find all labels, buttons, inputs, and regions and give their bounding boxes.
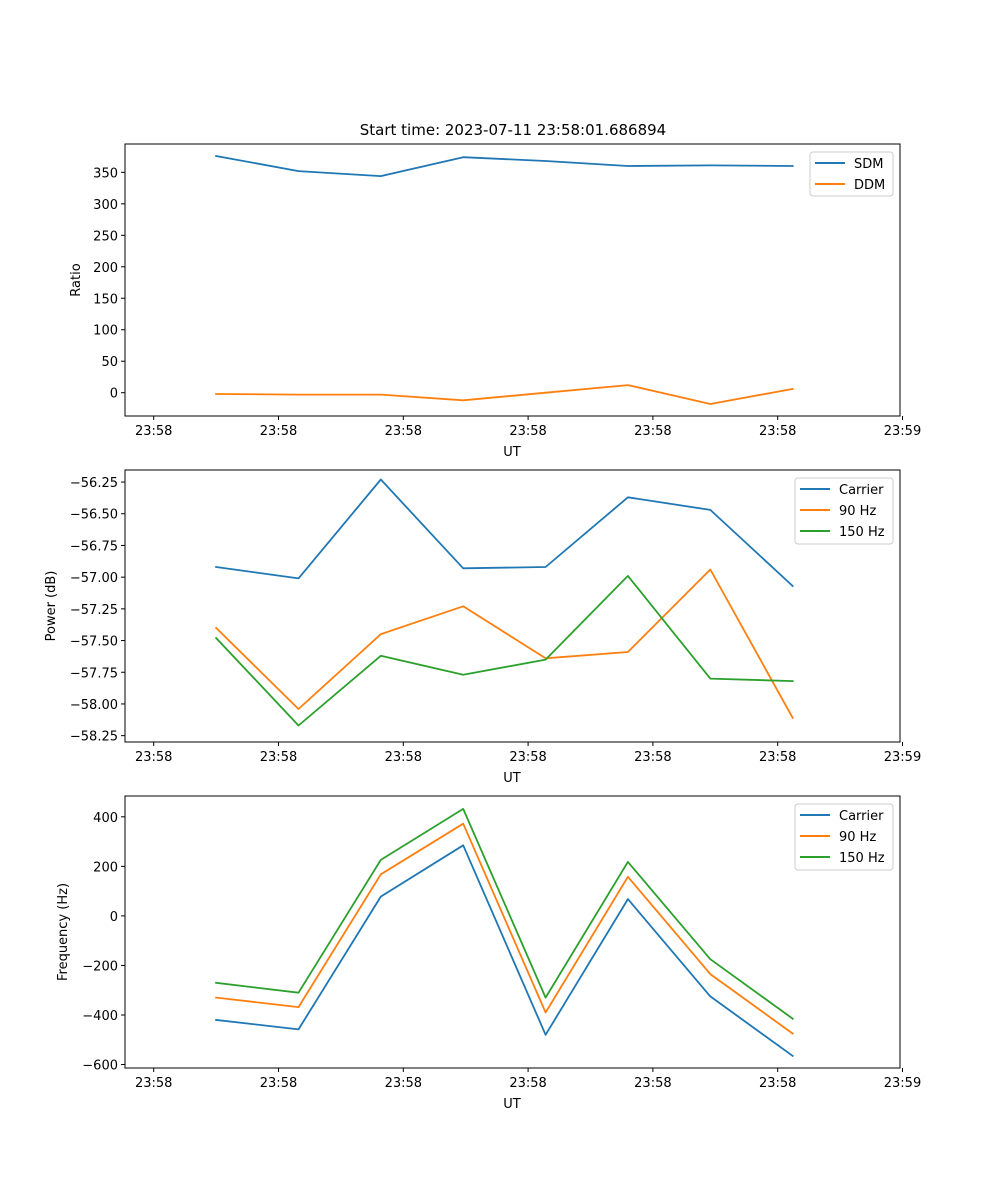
frequency-series-line-90hz: [215, 822, 794, 1035]
y-tick-label: −600: [82, 1059, 118, 1074]
x-tick-label: 23:58: [385, 424, 422, 439]
x-tick-label: 23:58: [634, 424, 671, 439]
x-tick-label: 23:58: [509, 1076, 546, 1091]
y-tick-label: 100: [93, 324, 118, 339]
frequency-series-line-150hz: [215, 808, 794, 1020]
ratio-y-axis-label: Ratio: [69, 263, 84, 296]
legend-label-carrier: Carrier: [839, 809, 884, 824]
ratio-series-lines: [215, 154, 794, 405]
x-tick-label: 23:58: [509, 424, 546, 439]
x-tick-label: 23:59: [884, 424, 921, 439]
y-tick-label: 400: [93, 811, 118, 826]
power-series-line-carrier: [215, 478, 794, 588]
ratio-x-axis-label: UT: [503, 445, 521, 460]
y-tick-label: −58.00: [70, 698, 118, 713]
y-tick-label: −400: [82, 1009, 118, 1024]
y-tick-label: −57.50: [70, 635, 118, 650]
legend-label-sdm: SDM: [854, 157, 883, 172]
power-y-axis-label: Power (dB): [44, 571, 59, 642]
y-tick-label: 0: [110, 387, 118, 402]
y-tick-label: 300: [93, 198, 118, 213]
x-tick-label: 23:58: [260, 424, 297, 439]
power-series-lines: [214, 478, 794, 727]
y-tick-label: 0: [110, 910, 118, 925]
y-tick-label: −56.25: [70, 476, 118, 491]
power-x-ticks: 23:58 23:58 23:58 23:58 23:58 23:58 23:59: [135, 742, 921, 765]
x-tick-label: 23:58: [260, 1076, 297, 1091]
chart-title: Start time: 2023-07-11 23:58:01.686894: [360, 121, 666, 139]
x-tick-label: 23:58: [135, 424, 172, 439]
x-tick-label: 23:58: [385, 1076, 422, 1091]
x-tick-label: 23:58: [634, 750, 671, 765]
power-axes-frame: [124, 469, 901, 743]
frequency-y-ticks: −600 −400 −200 0 200 400: [82, 811, 125, 1074]
y-tick-label: 350: [93, 166, 118, 181]
y-tick-label: −58.25: [70, 730, 118, 745]
x-tick-label: 23:58: [509, 750, 546, 765]
legend-label-carrier: Carrier: [839, 483, 884, 498]
ratio-series-line-sdm: [215, 154, 794, 178]
x-tick-label: 23:58: [260, 750, 297, 765]
legend-frame: [794, 477, 894, 545]
y-tick-label: 200: [93, 860, 118, 875]
y-tick-label: −57.00: [70, 571, 118, 586]
legend-label-ddm: DDM: [854, 178, 885, 193]
x-tick-label: 23:58: [135, 750, 172, 765]
power-x-axis-label: UT: [503, 771, 521, 786]
frequency-series-lines: [215, 808, 794, 1058]
x-tick-label: 23:58: [634, 1076, 671, 1091]
legend-label-150hz: 150 Hz: [839, 851, 885, 866]
ratio-y-ticks: 0 50 100 150 200 250 300 350: [93, 166, 125, 402]
power-panel: 23:58 23:58 23:58 23:58 23:58 23:58 23:59 −58.…: [44, 469, 921, 786]
frequency-x-ticks: 23:58 23:58 23:58 23:58 23:58 23:58 23:59: [135, 1068, 921, 1091]
frequency-series-line-carrier: [215, 844, 794, 1058]
ratio-axes-frame: [124, 143, 901, 417]
frequency-legend: Carrier 90 Hz 150 Hz: [794, 803, 894, 871]
y-tick-label: −57.25: [70, 603, 118, 618]
y-tick-label: −200: [82, 959, 118, 974]
x-tick-label: 23:58: [759, 750, 796, 765]
ratio-series-line-ddm: [215, 384, 794, 405]
frequency-x-axis-label: UT: [503, 1097, 521, 1112]
legend-label-90hz: 90 Hz: [839, 504, 876, 519]
power-series-line-150hz: [214, 575, 794, 727]
x-tick-label: 23:59: [884, 1076, 921, 1091]
y-tick-label: 150: [93, 292, 118, 307]
ratio-panel: Start time: 2023-07-11 23:58:01.686894 2…: [69, 121, 921, 460]
frequency-panel: 23:58 23:58 23:58 23:58 23:58 23:58 23:59 −600…: [56, 795, 921, 1112]
y-tick-label: 200: [93, 261, 118, 276]
y-tick-label: 50: [101, 355, 118, 370]
legend-frame: [794, 803, 894, 871]
frequency-axes-frame: [124, 795, 901, 1069]
legend-label-150hz: 150 Hz: [839, 525, 885, 540]
power-y-ticks: −58.25 −58.00 −57.75 −57.50 −57.25 −57.00 −56.…: [70, 476, 125, 745]
x-tick-label: 23:58: [759, 1076, 796, 1091]
frequency-y-axis-label: Frequency (Hz): [56, 883, 71, 981]
x-tick-label: 23:58: [759, 424, 796, 439]
legend-label-90hz: 90 Hz: [839, 830, 876, 845]
ratio-x-ticks: 23:58 23:58 23:58 23:58 23:58 23:58 23:59: [135, 416, 921, 439]
ratio-legend: SDM DDM: [809, 151, 894, 197]
x-tick-label: 23:58: [135, 1076, 172, 1091]
y-tick-label: −56.75: [70, 539, 118, 554]
y-tick-label: −56.50: [70, 508, 118, 523]
x-tick-label: 23:58: [385, 750, 422, 765]
power-legend: Carrier 90 Hz 150 Hz: [794, 477, 894, 545]
power-series-line-90hz: [214, 568, 794, 720]
y-tick-label: 250: [93, 229, 118, 244]
x-tick-label: 23:59: [884, 750, 921, 765]
y-tick-label: −57.75: [70, 666, 118, 681]
